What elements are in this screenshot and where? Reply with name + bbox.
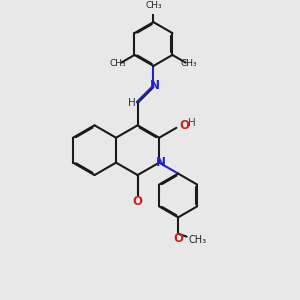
Text: O: O xyxy=(179,119,189,132)
Text: CH₃: CH₃ xyxy=(110,59,127,68)
Text: CH₃: CH₃ xyxy=(180,59,197,68)
Text: N: N xyxy=(156,156,166,169)
Text: CH₃: CH₃ xyxy=(145,1,162,10)
Text: H: H xyxy=(128,98,135,108)
Text: CH₃: CH₃ xyxy=(188,235,206,245)
Text: H: H xyxy=(188,118,196,128)
Text: N: N xyxy=(150,79,160,92)
Text: O: O xyxy=(173,232,183,245)
Text: O: O xyxy=(133,195,142,208)
